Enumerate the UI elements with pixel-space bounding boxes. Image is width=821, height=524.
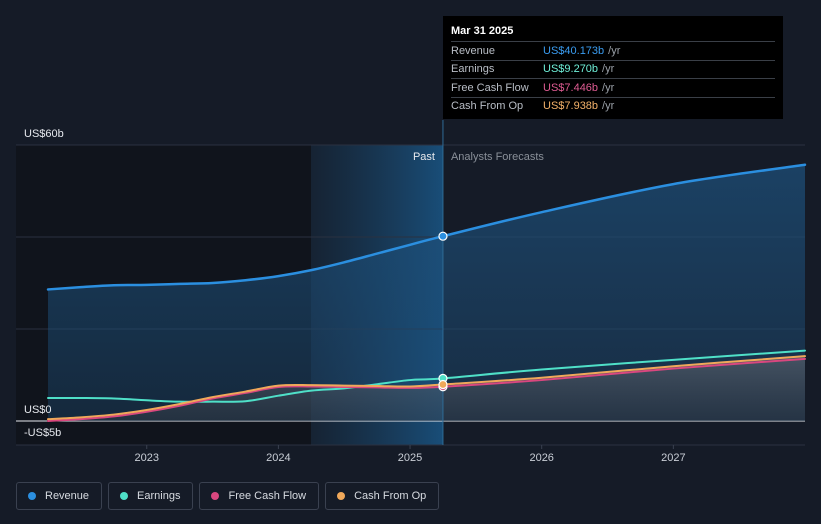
legend-item-earnings[interactable]: Earnings	[108, 482, 194, 510]
legend-dot-icon	[211, 492, 220, 500]
tooltip-row-unit: /yr	[602, 81, 615, 94]
forecast-label: Analysts Forecasts	[451, 151, 544, 163]
series-lines	[46, 163, 807, 422]
revenue-line	[46, 163, 807, 291]
tooltip-date: Mar 31 2025	[451, 25, 514, 37]
x-tick-label: 2027	[661, 452, 685, 464]
legend-item-revenue[interactable]: Revenue	[16, 482, 103, 510]
tooltip-row-unit: /yr	[602, 100, 615, 113]
x-tick-label: 2025	[398, 452, 422, 464]
tooltip-row-value: US$40.173b	[543, 44, 605, 57]
legend-item-free-cash-flow[interactable]: Free Cash Flow	[199, 482, 320, 510]
earnings-line	[47, 349, 806, 403]
legend-dot-icon	[28, 492, 36, 500]
legend-label: Free Cash Flow	[228, 490, 307, 502]
legend-dot-icon	[337, 492, 346, 500]
past-label: Past	[413, 151, 435, 163]
tooltip-row-label: Revenue	[451, 44, 496, 57]
cash-from-op-line	[47, 355, 806, 421]
tooltip-row-revenue: Revenue US$40.173b /yr	[451, 41, 775, 60]
tooltip-row-unit: /yr	[602, 63, 615, 76]
revenue-marker	[438, 231, 448, 241]
tooltip-row-value: US$9.270b	[543, 63, 599, 76]
tooltip-row-label: Earnings	[451, 63, 495, 76]
y-tick-label: US$0	[24, 404, 52, 416]
legend: Revenue Earnings Free Cash Flow Cash Fro…	[16, 482, 440, 510]
legend-label: Cash From Op	[354, 490, 427, 502]
series-markers	[438, 231, 448, 392]
tooltip-row-label: Cash From Op	[451, 100, 524, 113]
legend-item-cash-from-op[interactable]: Cash From Op	[325, 482, 440, 510]
y-tick-label: US$60b	[24, 128, 64, 140]
tooltip-row-value: US$7.938b	[543, 100, 599, 113]
legend-dot-icon	[120, 492, 129, 500]
free-cash-flow-line	[47, 357, 806, 422]
tooltip-row-cash-from-op: Cash From Op US$7.938b /yr	[451, 96, 775, 116]
x-tick-label: 2024	[266, 452, 290, 464]
revenue-area	[48, 164, 805, 421]
y-axis-labels: US$60b US$0 -US$5b	[24, 128, 64, 439]
x-tick-label: 2026	[529, 452, 553, 464]
cash-from-op-marker	[438, 379, 448, 390]
tooltip-row-label: Free Cash Flow	[451, 81, 529, 94]
tooltip-row-earnings: Earnings US$9.270b /yr	[451, 59, 775, 79]
x-tick-label: 2023	[134, 452, 158, 464]
x-axis-labels: 2023 2024 2025 2026 2027	[134, 445, 686, 464]
y-tick-label: -US$5b	[24, 427, 61, 439]
tooltip-row-unit: /yr	[608, 44, 621, 57]
tooltip: Mar 31 2025 Revenue US$40.173b /yr Earni…	[443, 16, 783, 119]
tooltip-row-value: US$7.446b	[543, 81, 599, 94]
tooltip-row-free-cash-flow: Free Cash Flow US$7.446b /yr	[451, 78, 775, 97]
legend-label: Revenue	[45, 490, 90, 502]
legend-label: Earnings	[137, 490, 181, 502]
